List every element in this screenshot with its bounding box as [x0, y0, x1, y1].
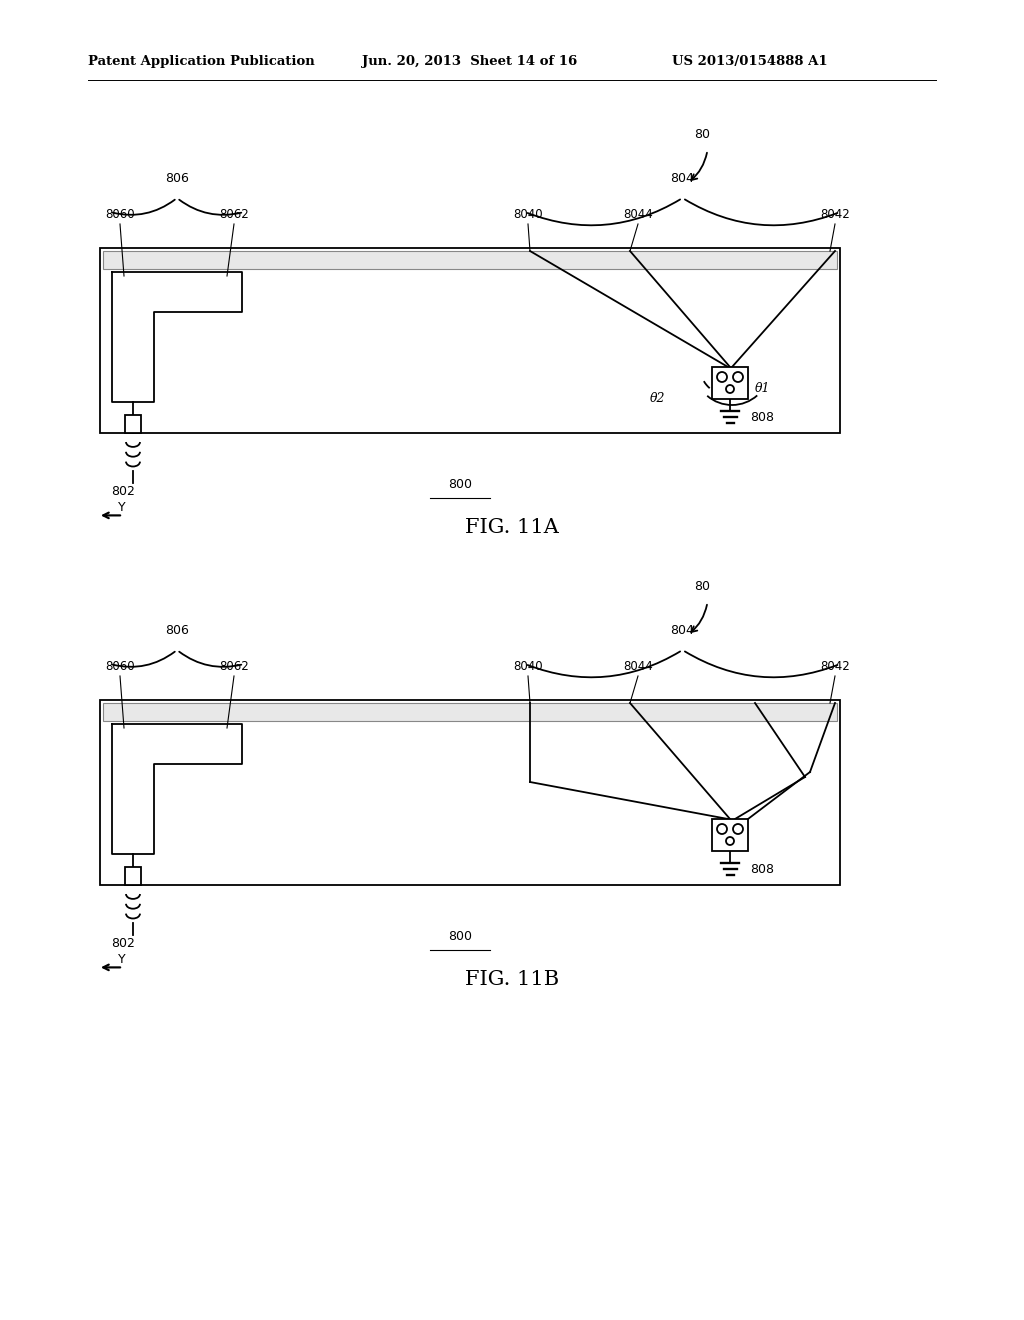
- Text: 8044: 8044: [624, 209, 653, 220]
- Text: 800: 800: [449, 931, 472, 942]
- Text: 80: 80: [694, 128, 711, 141]
- Text: 80: 80: [694, 579, 711, 593]
- Text: 804: 804: [671, 624, 694, 638]
- Polygon shape: [112, 272, 242, 403]
- Bar: [712, 367, 748, 399]
- Bar: [712, 818, 748, 851]
- Text: 808: 808: [750, 863, 774, 876]
- Bar: [103, 251, 837, 269]
- Text: 8042: 8042: [820, 660, 850, 673]
- Bar: [100, 700, 840, 884]
- Text: Patent Application Publication: Patent Application Publication: [88, 55, 314, 69]
- Text: 802: 802: [111, 486, 135, 499]
- Text: 802: 802: [111, 937, 135, 950]
- Text: FIG. 11A: FIG. 11A: [465, 517, 559, 537]
- Bar: [125, 414, 141, 433]
- Text: 8062: 8062: [219, 209, 249, 220]
- Text: 800: 800: [449, 478, 472, 491]
- Polygon shape: [112, 723, 242, 854]
- Text: US 2013/0154888 A1: US 2013/0154888 A1: [672, 55, 827, 69]
- Text: Y: Y: [118, 502, 126, 515]
- Text: 806: 806: [165, 624, 189, 638]
- Text: 806: 806: [165, 172, 189, 185]
- Text: 804: 804: [671, 172, 694, 185]
- Text: 8060: 8060: [105, 209, 135, 220]
- Text: 808: 808: [750, 411, 774, 424]
- Text: 8042: 8042: [820, 209, 850, 220]
- Text: 8040: 8040: [513, 660, 543, 673]
- Bar: [125, 867, 141, 884]
- Text: Jun. 20, 2013  Sheet 14 of 16: Jun. 20, 2013 Sheet 14 of 16: [362, 55, 578, 69]
- Bar: [103, 704, 837, 721]
- Text: 8062: 8062: [219, 660, 249, 673]
- Text: FIG. 11B: FIG. 11B: [465, 970, 559, 989]
- Text: θ1: θ1: [755, 381, 770, 395]
- Text: 8044: 8044: [624, 660, 653, 673]
- Text: 8040: 8040: [513, 209, 543, 220]
- Text: 8060: 8060: [105, 660, 135, 673]
- Text: Y: Y: [118, 953, 126, 966]
- Bar: [100, 248, 840, 433]
- Text: θ2: θ2: [650, 392, 666, 405]
